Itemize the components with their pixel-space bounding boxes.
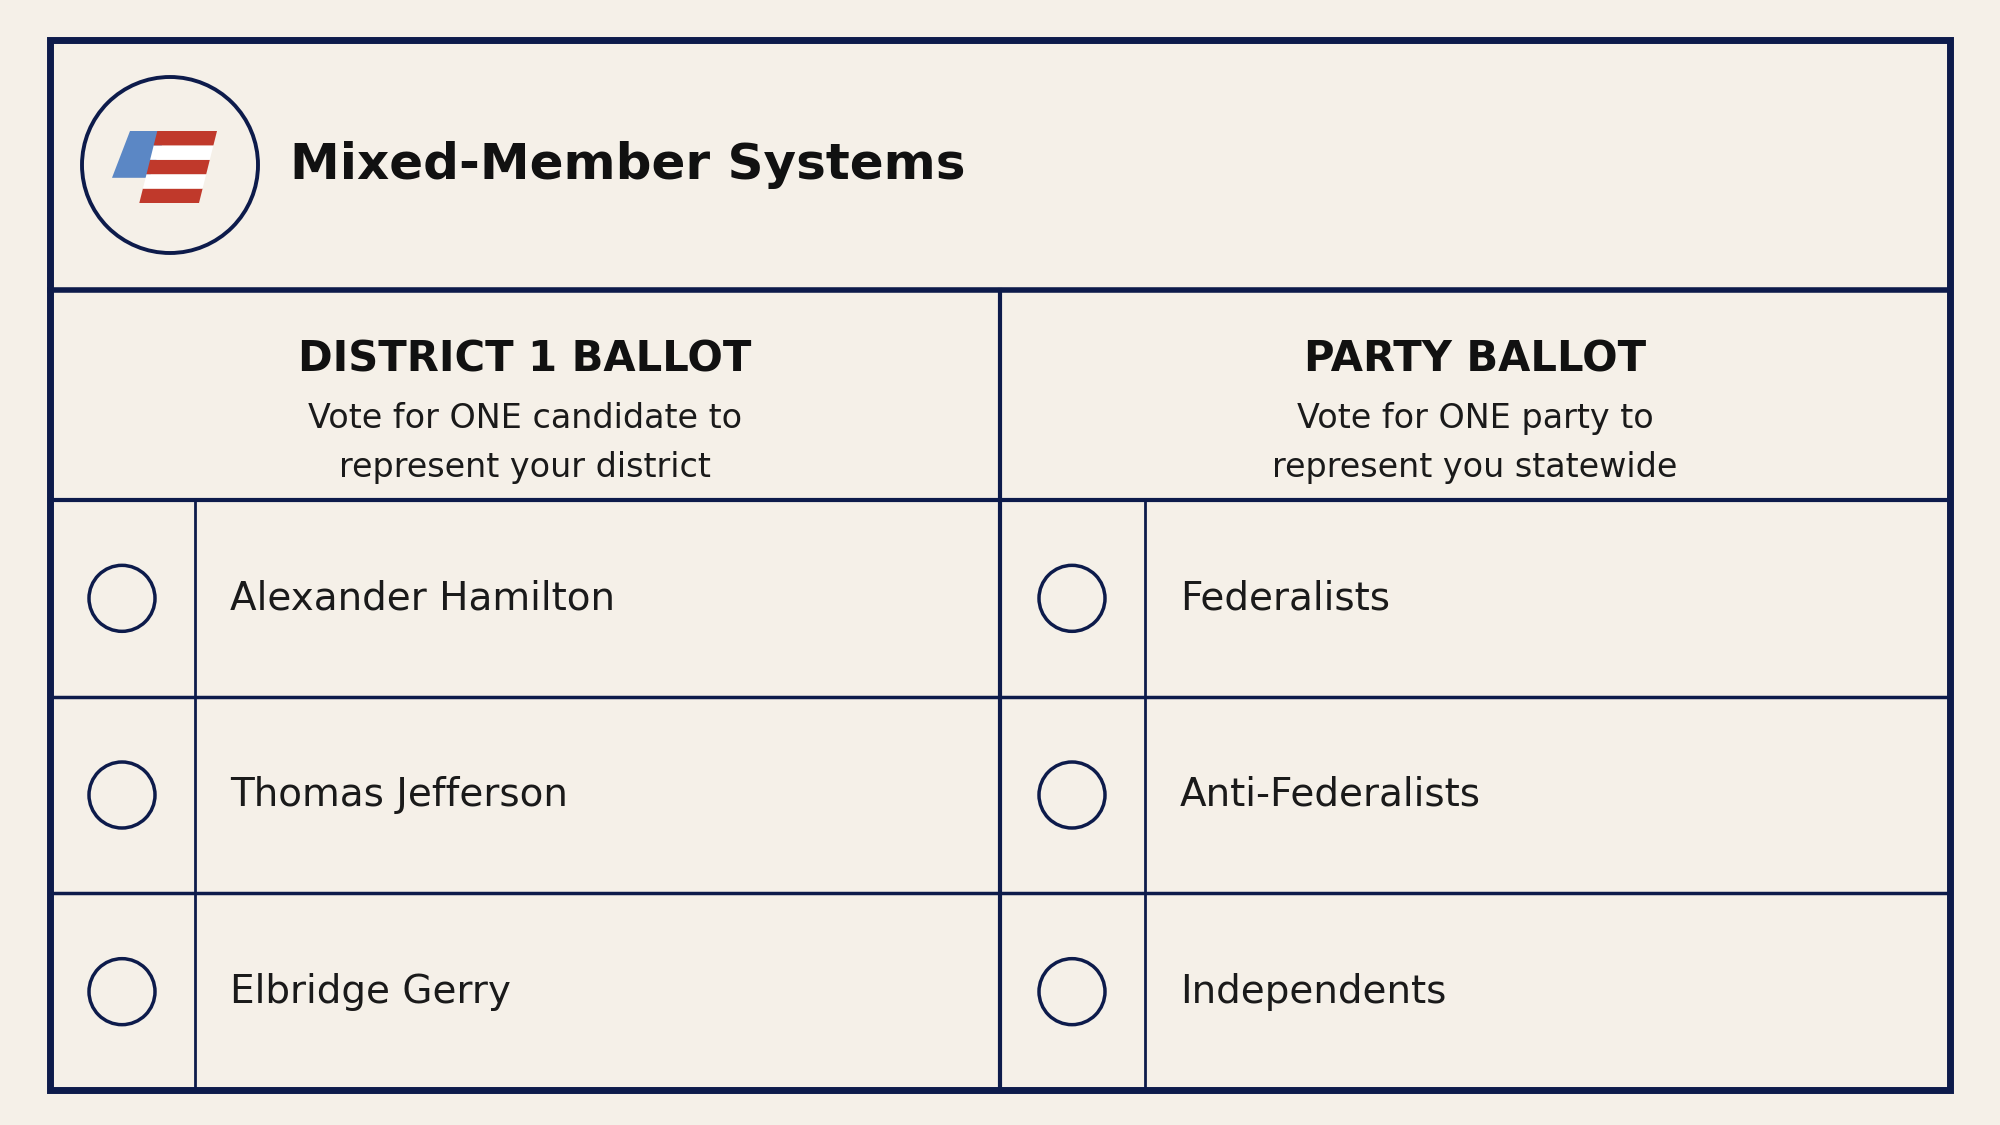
FancyBboxPatch shape	[50, 40, 1950, 1090]
Circle shape	[1040, 566, 1104, 631]
Polygon shape	[140, 189, 202, 202]
Polygon shape	[154, 130, 218, 145]
Text: Federalists: Federalists	[1180, 579, 1390, 618]
Text: Vote for ONE party to
represent you statewide: Vote for ONE party to represent you stat…	[1272, 403, 1678, 484]
Polygon shape	[142, 174, 206, 189]
Text: Anti-Federalists: Anti-Federalists	[1180, 776, 1480, 814]
Polygon shape	[150, 145, 214, 160]
Text: Independents: Independents	[1180, 973, 1446, 1010]
Text: PARTY BALLOT: PARTY BALLOT	[1304, 339, 1646, 381]
Text: Alexander Hamilton: Alexander Hamilton	[230, 579, 616, 618]
Circle shape	[88, 958, 156, 1025]
Circle shape	[82, 76, 258, 253]
Circle shape	[1040, 958, 1104, 1025]
Text: Thomas Jefferson: Thomas Jefferson	[230, 776, 568, 814]
Text: Elbridge Gerry: Elbridge Gerry	[230, 973, 510, 1010]
Circle shape	[1040, 762, 1104, 828]
Text: DISTRICT 1 BALLOT: DISTRICT 1 BALLOT	[298, 339, 752, 381]
Text: Mixed-Member Systems: Mixed-Member Systems	[290, 141, 966, 189]
Text: Vote for ONE candidate to
represent your district: Vote for ONE candidate to represent your…	[308, 403, 742, 484]
Circle shape	[88, 566, 156, 631]
Polygon shape	[146, 160, 210, 174]
Polygon shape	[112, 130, 168, 178]
Circle shape	[88, 762, 156, 828]
